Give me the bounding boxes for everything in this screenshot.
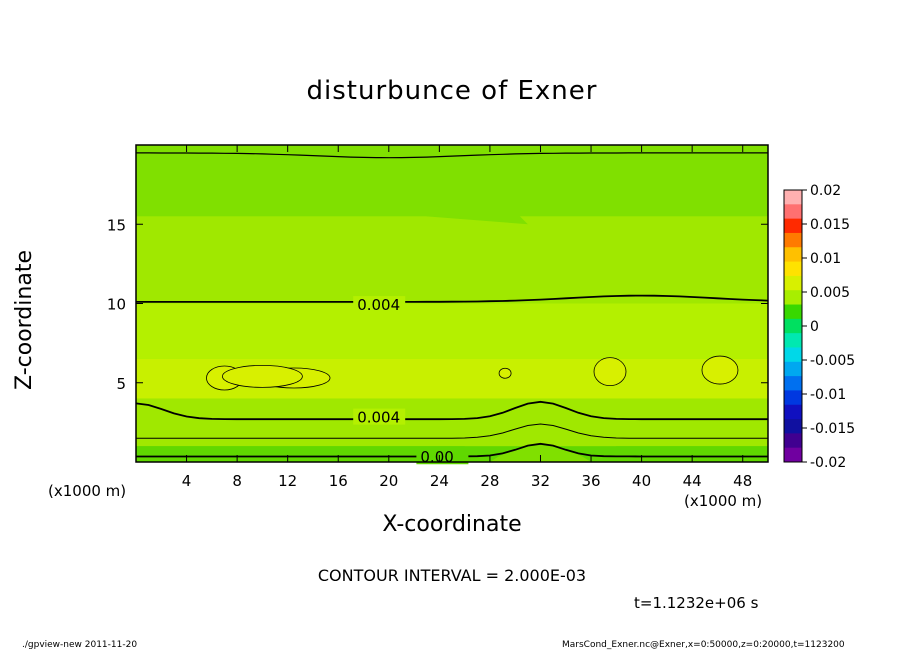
colorbar-swatch-5 <box>784 261 802 277</box>
colorbar-swatch-11 <box>784 347 802 363</box>
x-tick-label-48: 48 <box>733 472 752 490</box>
x-axis-title: X-coordinate <box>382 512 522 537</box>
time-label: t=1.1232e+06 s <box>634 594 759 612</box>
x-tick-label-4: 4 <box>182 472 192 490</box>
colorbar-tick-label-3: 0.005 <box>810 285 850 301</box>
contour-004-lower <box>135 400 768 421</box>
x-tick-label-28: 28 <box>480 472 499 490</box>
contour-label-bg-2 <box>416 448 469 465</box>
contour-blob-4 <box>701 355 739 385</box>
contour-label-bg-0 <box>353 296 406 313</box>
field-bump <box>464 425 617 447</box>
y-axis-title: Z-coordinate <box>12 250 37 390</box>
x-tick-label-12: 12 <box>278 472 297 490</box>
x-unit-label-left: (x1000 m) <box>48 482 127 500</box>
contour-label-0: 0.004 <box>357 296 400 314</box>
x-tick-label-20: 20 <box>379 472 398 490</box>
field-band-0 <box>136 145 768 209</box>
y-tick-label-15: 15 <box>107 216 126 234</box>
colorbar: 0.02 0.015 0.01 0.005 0 -0.005 -0.01 -0.015 -0.0… <box>783 183 855 471</box>
contour-label-bg-1 <box>353 408 406 425</box>
footer-right: MarsCond_Exner.nc@Exner,x=0:50000,z=0:20… <box>562 640 845 650</box>
colorbar-swatch-1 <box>784 204 802 220</box>
field-upper-bulge <box>426 208 528 225</box>
colorbar-swatch-17 <box>784 433 802 449</box>
colorbar-tick-label-5: -0.005 <box>810 353 855 369</box>
colorbar-swatch-12 <box>784 361 802 377</box>
colorbar-swatch-0 <box>784 190 802 205</box>
x-tick-label-44: 44 <box>683 472 702 490</box>
colorbar-tick-label-8: -0.02 <box>810 455 846 471</box>
colorbar-tick-label-6: -0.01 <box>810 387 846 403</box>
field-fill-layer <box>136 145 768 462</box>
x-unit-label-right: (x1000 m) <box>684 492 763 510</box>
contour-004-upper <box>136 294 769 303</box>
colorbar-tick-label-0: 0.02 <box>810 183 841 199</box>
colorbar-swatch-6 <box>784 275 802 291</box>
colorbar-swatch-7 <box>784 290 802 306</box>
colorbar-tick-label-2: 0.01 <box>810 251 841 267</box>
y-tick-label-5: 5 <box>116 375 126 393</box>
contour-low <box>136 423 768 439</box>
contour-lines-layer: 0.004 0.004 0.00 <box>135 152 769 466</box>
x-tick-label-36: 36 <box>581 472 600 490</box>
contour-label-1: 0.004 <box>357 409 400 427</box>
colorbar-tick-label-1: 0.015 <box>810 217 850 233</box>
contour-blob-wide <box>221 365 303 388</box>
x-tick-label-24: 24 <box>430 472 449 490</box>
colorbar-swatch-10 <box>784 333 802 348</box>
contour-blob-2 <box>498 367 512 379</box>
colorbar-tick-label-4: 0 <box>810 319 819 335</box>
contour-blob-3 <box>593 357 627 387</box>
contour-top <box>136 152 768 159</box>
contour-interval-label: CONTOUR INTERVAL = 2.000E-03 <box>317 566 587 585</box>
colorbar-swatch-2 <box>784 218 802 234</box>
chart-title: disturbunce of Exner <box>306 76 598 106</box>
y-tick-label-10: 10 <box>107 296 126 314</box>
contour-label-2: 0.00 <box>420 448 453 466</box>
colorbar-swatch-16 <box>784 419 802 434</box>
x-tick-label-32: 32 <box>531 472 550 490</box>
colorbar-swatch-18 <box>784 447 802 463</box>
x-tick-label-40: 40 <box>632 472 651 490</box>
footer-left: ./gpview-new 2011-11-20 <box>22 640 138 650</box>
colorbar-swatch-14 <box>784 390 802 406</box>
colorbar-swatch-13 <box>784 376 802 391</box>
colorbar-swatch-4 <box>784 247 802 263</box>
field-band-2 <box>136 303 768 359</box>
colorbar-swatch-8 <box>784 304 802 320</box>
x-tick-label-16: 16 <box>329 472 348 490</box>
field-band-4 <box>136 398 768 447</box>
colorbar-swatch-9 <box>784 318 802 334</box>
x-tick-label-8: 8 <box>232 472 242 490</box>
colorbar-swatch-3 <box>784 232 802 248</box>
field-band-1 <box>136 216 768 304</box>
colorbar-swatch-15 <box>784 404 802 420</box>
colorbar-tick-label-7: -0.015 <box>810 421 855 437</box>
